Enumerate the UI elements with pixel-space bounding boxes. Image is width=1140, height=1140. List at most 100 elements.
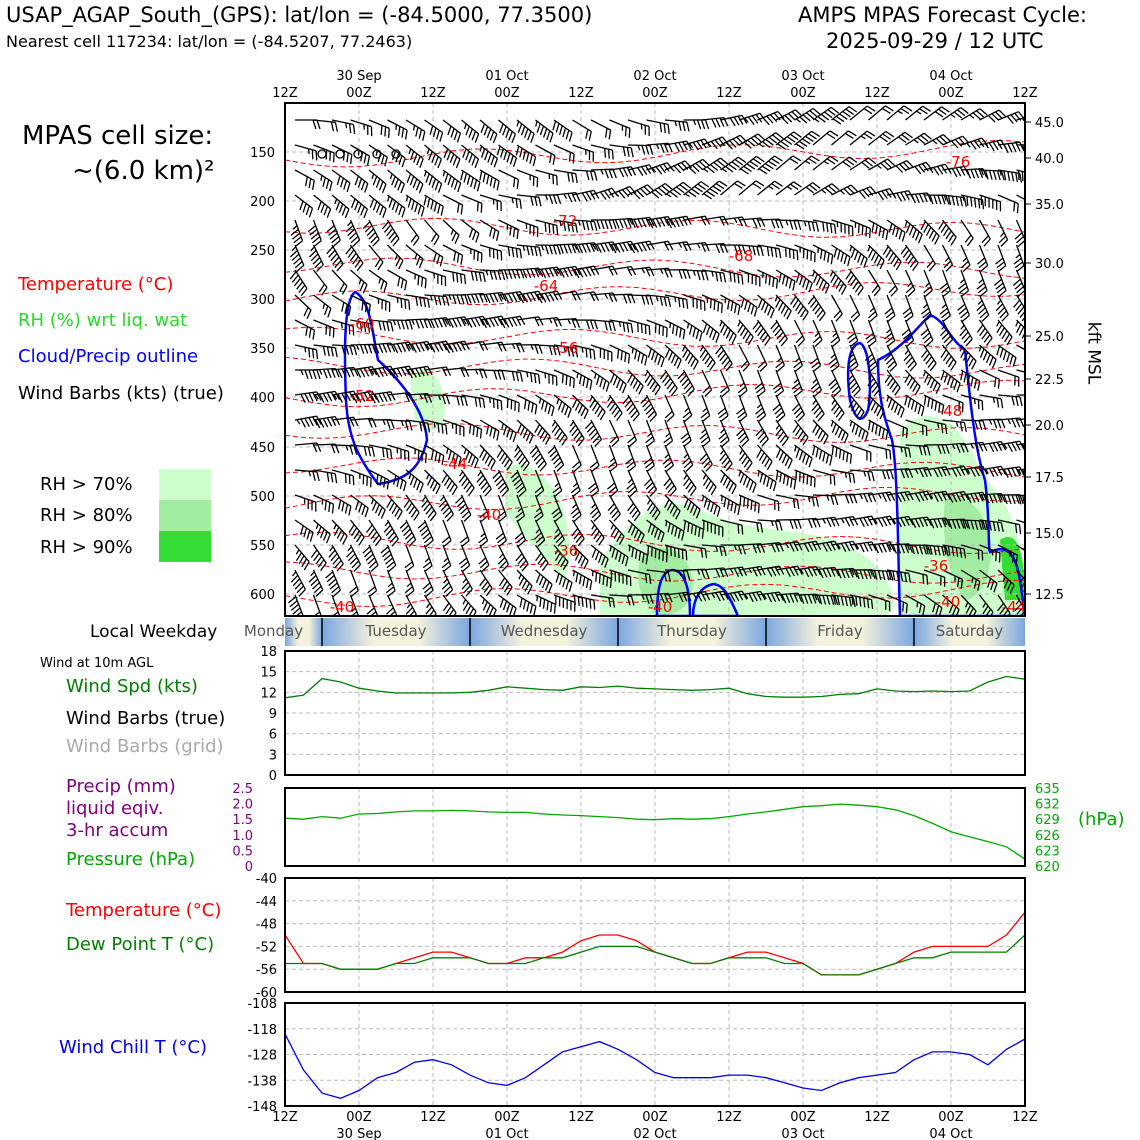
wind-barb-upper-air xyxy=(775,244,799,261)
wind-barb-upper-air xyxy=(905,105,931,121)
wind-barb-upper-air xyxy=(1013,294,1025,322)
wind-barb-upper-air xyxy=(960,244,971,272)
wind-barb-upper-air xyxy=(775,181,802,196)
wind-barb-upper-air xyxy=(479,269,506,281)
wind-barb-upper-air xyxy=(515,544,529,572)
wind-barb-upper-air xyxy=(331,594,341,616)
wind-barb-upper-air xyxy=(993,269,1007,298)
precip-ytick-label: 0.5 xyxy=(232,844,253,859)
wind-barb-upper-air xyxy=(498,419,517,443)
wind-barb-upper-air xyxy=(902,294,914,323)
wind-barbs-true-label: Wind Barbs (true) xyxy=(66,708,226,729)
wind-barb-upper-air xyxy=(535,144,556,165)
wind-barb-upper-air xyxy=(331,119,356,134)
wind-barb-upper-air xyxy=(590,544,609,568)
bottom-hour-tick-label: 00Z xyxy=(938,1110,964,1125)
bottom-hour-tick-label: 12Z xyxy=(864,1110,890,1125)
cell-size-line1: MPAS cell size: xyxy=(22,121,214,151)
wind-barb-upper-air xyxy=(584,419,602,447)
wind-barb-upper-air xyxy=(738,217,766,228)
wind-barb-upper-air xyxy=(738,444,753,471)
wind-barb-upper-air xyxy=(424,366,452,377)
wind-barb-upper-air xyxy=(479,494,490,522)
wind-panel-ytick-label: 3 xyxy=(269,748,277,763)
wind-barb-upper-air xyxy=(997,394,1023,407)
wind-barb-upper-air xyxy=(313,119,339,132)
wind-barb-upper-air xyxy=(423,594,437,616)
wind-barb-upper-air xyxy=(812,219,837,234)
top-hour-tick-label: 00Z xyxy=(790,86,816,101)
wind-barb-upper-air xyxy=(683,294,706,311)
wind-barb-upper-air xyxy=(368,444,393,459)
wind-barb-upper-air xyxy=(350,269,368,294)
calm-wind-circle xyxy=(335,149,345,159)
wind-barb-upper-air xyxy=(646,319,668,338)
height-tick-label: 17.5 xyxy=(1035,471,1064,486)
wind-barb-upper-air xyxy=(942,135,970,149)
wind-barb-upper-air xyxy=(535,194,562,205)
wind-barb-upper-air xyxy=(960,137,989,150)
legend-rh90: RH > 90% xyxy=(40,537,133,558)
wind-barb-upper-air xyxy=(331,319,355,336)
wind-barb-upper-air xyxy=(904,369,921,396)
wind-barb-upper-air xyxy=(960,108,988,121)
precip-ytick-label: 1.5 xyxy=(232,813,253,828)
wind-barb-upper-air xyxy=(349,594,359,616)
wind-barb-upper-air xyxy=(720,519,744,535)
temperature-contour-label: -44 xyxy=(1002,598,1027,616)
wind-barb-upper-air xyxy=(905,569,929,585)
wind-barb-upper-air xyxy=(1012,269,1025,297)
wind-barb-upper-air xyxy=(942,465,970,478)
wind-barb-upper-air xyxy=(368,342,396,354)
rh-shading-region xyxy=(410,369,446,431)
wind-barb-upper-air xyxy=(791,369,803,398)
wind-barb-upper-air xyxy=(442,244,464,265)
wind-barb-upper-air xyxy=(644,369,661,396)
wind-barb-upper-air xyxy=(313,144,335,163)
wind-barb-upper-air xyxy=(957,269,970,298)
wind-barb-upper-air xyxy=(313,367,340,379)
top-hour-tick-label: 12Z xyxy=(1012,86,1038,101)
wind-barb-upper-air xyxy=(289,269,308,297)
wind-panel-ytick-label: 18 xyxy=(260,645,277,660)
weekday-cell xyxy=(766,618,914,646)
wind-barb-upper-air xyxy=(886,515,914,528)
wind-barb-upper-air xyxy=(774,294,792,320)
wind-barb-upper-air xyxy=(738,180,765,196)
wind-barb-upper-air xyxy=(645,419,655,448)
wind-barb-upper-air xyxy=(553,569,573,592)
wind-barb-upper-air xyxy=(901,319,915,348)
wind-barb-upper-air xyxy=(960,419,987,431)
cell-size-line2: ~(6.0 km)² xyxy=(72,156,215,186)
wind-barb-upper-air xyxy=(791,394,806,422)
wind-barb-upper-air xyxy=(701,136,730,150)
wind-barb-upper-air xyxy=(720,134,748,150)
wind-barb-upper-air xyxy=(368,419,395,429)
wind-barb-upper-air xyxy=(535,290,563,304)
wind-barb-upper-air xyxy=(325,569,342,597)
wind-barb-upper-air xyxy=(646,592,673,603)
chart-title-right-1: AMPS MPAS Forecast Cycle: xyxy=(798,3,1087,27)
temperature-contour xyxy=(285,531,1025,555)
wind-barb-upper-air xyxy=(830,394,845,421)
wind-barb-upper-air xyxy=(294,391,322,403)
wind-barb-upper-air xyxy=(405,594,417,616)
pressure-ytick-label: 632 xyxy=(1035,798,1060,813)
wind-barb-upper-air xyxy=(683,319,703,342)
wind-barb-upper-air xyxy=(923,106,950,121)
wind-barb-upper-air xyxy=(886,190,914,202)
wind-barb-upper-air xyxy=(754,394,767,423)
wind-barb-upper-air xyxy=(960,569,981,591)
wind-barb-upper-air xyxy=(405,444,427,464)
wind-barb-upper-air xyxy=(868,105,894,121)
wind-barb-upper-air xyxy=(368,119,390,138)
wind-barb-upper-air xyxy=(995,244,1007,273)
wind-barb-upper-air xyxy=(535,266,563,279)
temperature-contour-label: -64 xyxy=(534,277,559,295)
bottom-date-tick-label: 02 Oct xyxy=(633,1127,676,1140)
wind-barb-upper-air xyxy=(588,469,600,498)
wind-barb-upper-air xyxy=(905,192,932,204)
wind-barb-upper-air xyxy=(677,369,695,397)
temp-panel-ytick-label: -40 xyxy=(256,872,277,887)
wind-barb-upper-air xyxy=(476,469,492,497)
